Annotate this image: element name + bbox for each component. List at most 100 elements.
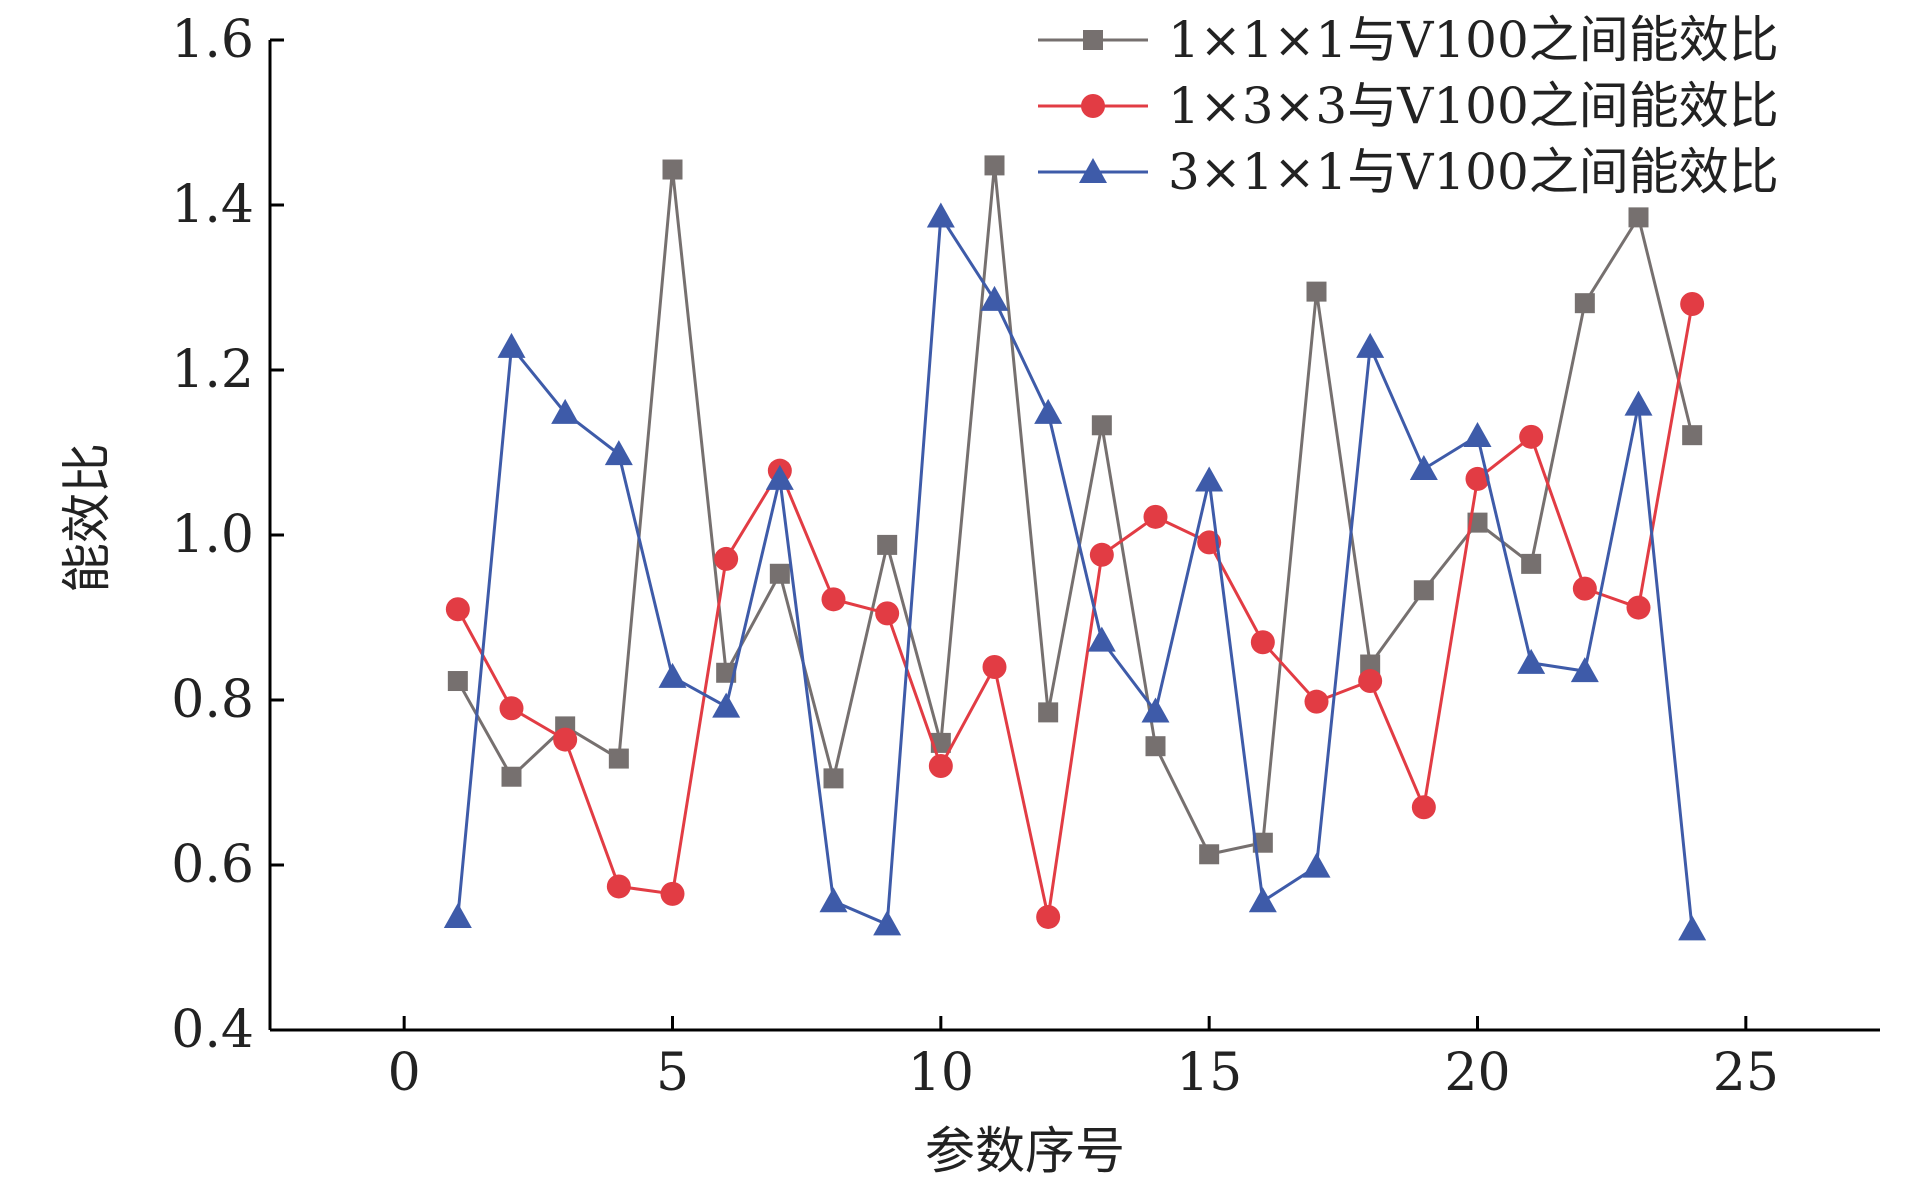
data-point	[1570, 657, 1599, 683]
data-point	[608, 748, 629, 769]
x-tick-label: 0	[388, 1043, 421, 1103]
x-axis-label: 参数序号	[925, 1122, 1125, 1180]
y-axis-ticks: 0.4 0.6 0.8 1.0 1.2 1.4 1.6	[171, 10, 284, 1060]
data-point	[1465, 466, 1490, 491]
data-point	[447, 671, 468, 692]
legend-label: 3×1×1与V100之间能效比	[1168, 143, 1779, 201]
x-tick-label: 10	[908, 1043, 974, 1103]
data-point	[980, 285, 1009, 311]
data-point	[551, 398, 580, 424]
legend-entry: 3×1×1与V100之间能效比	[1038, 143, 1779, 201]
data-point	[606, 874, 631, 899]
data-point	[819, 887, 848, 913]
series-2	[445, 292, 1705, 929]
legend-label: 1×1×1与V100之间能效比	[1168, 11, 1779, 69]
series-3	[443, 202, 1707, 941]
data-point	[928, 754, 953, 778]
data-point	[1517, 648, 1546, 674]
legend-marker	[1079, 158, 1107, 183]
data-point	[877, 534, 898, 555]
data-point	[1521, 553, 1542, 574]
x-axis-ticks: 0 5 10 15 20 25	[388, 1016, 1779, 1103]
data-point	[604, 440, 633, 466]
data-point	[765, 464, 794, 490]
data-point	[821, 587, 846, 612]
y-axis-label: 能效比	[58, 443, 116, 593]
legend-entry: 1×3×3与V100之间能效比	[1038, 77, 1779, 135]
chart-legend: 1×1×1与V100之间能效比 1×3×3与V100之间能效比 3×1×1与V100…	[1038, 11, 1779, 201]
data-point	[1572, 576, 1597, 601]
y-tick-label: 1.6	[171, 10, 254, 70]
data-point	[660, 881, 685, 906]
series-1	[447, 155, 1703, 865]
data-point	[1145, 736, 1166, 757]
data-point	[716, 662, 737, 683]
data-point	[1628, 207, 1649, 228]
data-point	[1036, 904, 1061, 929]
y-tick-label: 1.2	[171, 340, 254, 400]
y-tick-label: 0.4	[171, 1000, 254, 1060]
data-point	[1302, 852, 1331, 878]
data-point	[1574, 293, 1595, 314]
x-tick-label: 15	[1176, 1043, 1242, 1103]
data-point	[499, 696, 524, 721]
x-tick-label: 20	[1444, 1043, 1510, 1103]
data-point	[823, 768, 844, 789]
x-tick-label: 25	[1713, 1043, 1779, 1103]
data-point	[982, 655, 1007, 679]
data-point	[1199, 844, 1220, 865]
data-point	[1626, 595, 1651, 620]
legend-marker	[1081, 94, 1105, 118]
data-point	[1624, 390, 1653, 416]
data-point	[769, 563, 790, 584]
data-point	[658, 662, 687, 688]
data-point	[1358, 669, 1383, 694]
series-line	[456, 165, 1694, 856]
data-point	[1356, 332, 1385, 358]
legend-marker	[1083, 30, 1103, 50]
data-point	[926, 202, 955, 228]
data-point	[1034, 398, 1063, 424]
data-point	[445, 597, 470, 622]
data-point	[1141, 697, 1170, 723]
data-point	[443, 902, 472, 928]
y-tick-label: 0.8	[171, 670, 254, 730]
data-point	[712, 692, 741, 718]
data-point	[1413, 580, 1434, 601]
data-point	[553, 727, 578, 752]
data-point	[1248, 887, 1277, 913]
y-tick-label: 1.0	[171, 505, 254, 565]
series-line	[456, 211, 1694, 930]
data-point	[1091, 415, 1112, 436]
data-point	[662, 159, 683, 180]
data-point	[873, 910, 902, 936]
legend-label: 1×3×3与V100之间能效比	[1168, 77, 1779, 135]
data-point	[1038, 702, 1059, 723]
series-line	[456, 303, 1694, 918]
data-point	[1250, 630, 1275, 655]
data-point	[1519, 424, 1544, 449]
data-point	[875, 601, 900, 626]
data-point	[1678, 915, 1707, 941]
data-point	[1252, 832, 1273, 853]
data-point	[497, 332, 526, 358]
data-point	[984, 155, 1005, 176]
data-point	[1411, 795, 1436, 820]
y-tick-label: 1.4	[171, 175, 254, 235]
data-point	[1195, 466, 1224, 492]
data-point	[1409, 455, 1438, 480]
data-point	[1463, 422, 1492, 447]
data-point	[714, 546, 739, 571]
y-tick-label: 0.6	[171, 835, 254, 895]
x-tick-label: 5	[656, 1043, 689, 1103]
data-point	[1087, 626, 1116, 652]
legend-entry: 1×1×1与V100之间能效比	[1038, 11, 1779, 69]
data-point	[1360, 654, 1381, 675]
data-point	[1306, 281, 1327, 302]
data-point	[1143, 504, 1168, 529]
data-point	[1682, 425, 1703, 446]
chart-series	[443, 155, 1707, 941]
data-point	[1680, 292, 1705, 316]
data-point	[1089, 542, 1114, 567]
